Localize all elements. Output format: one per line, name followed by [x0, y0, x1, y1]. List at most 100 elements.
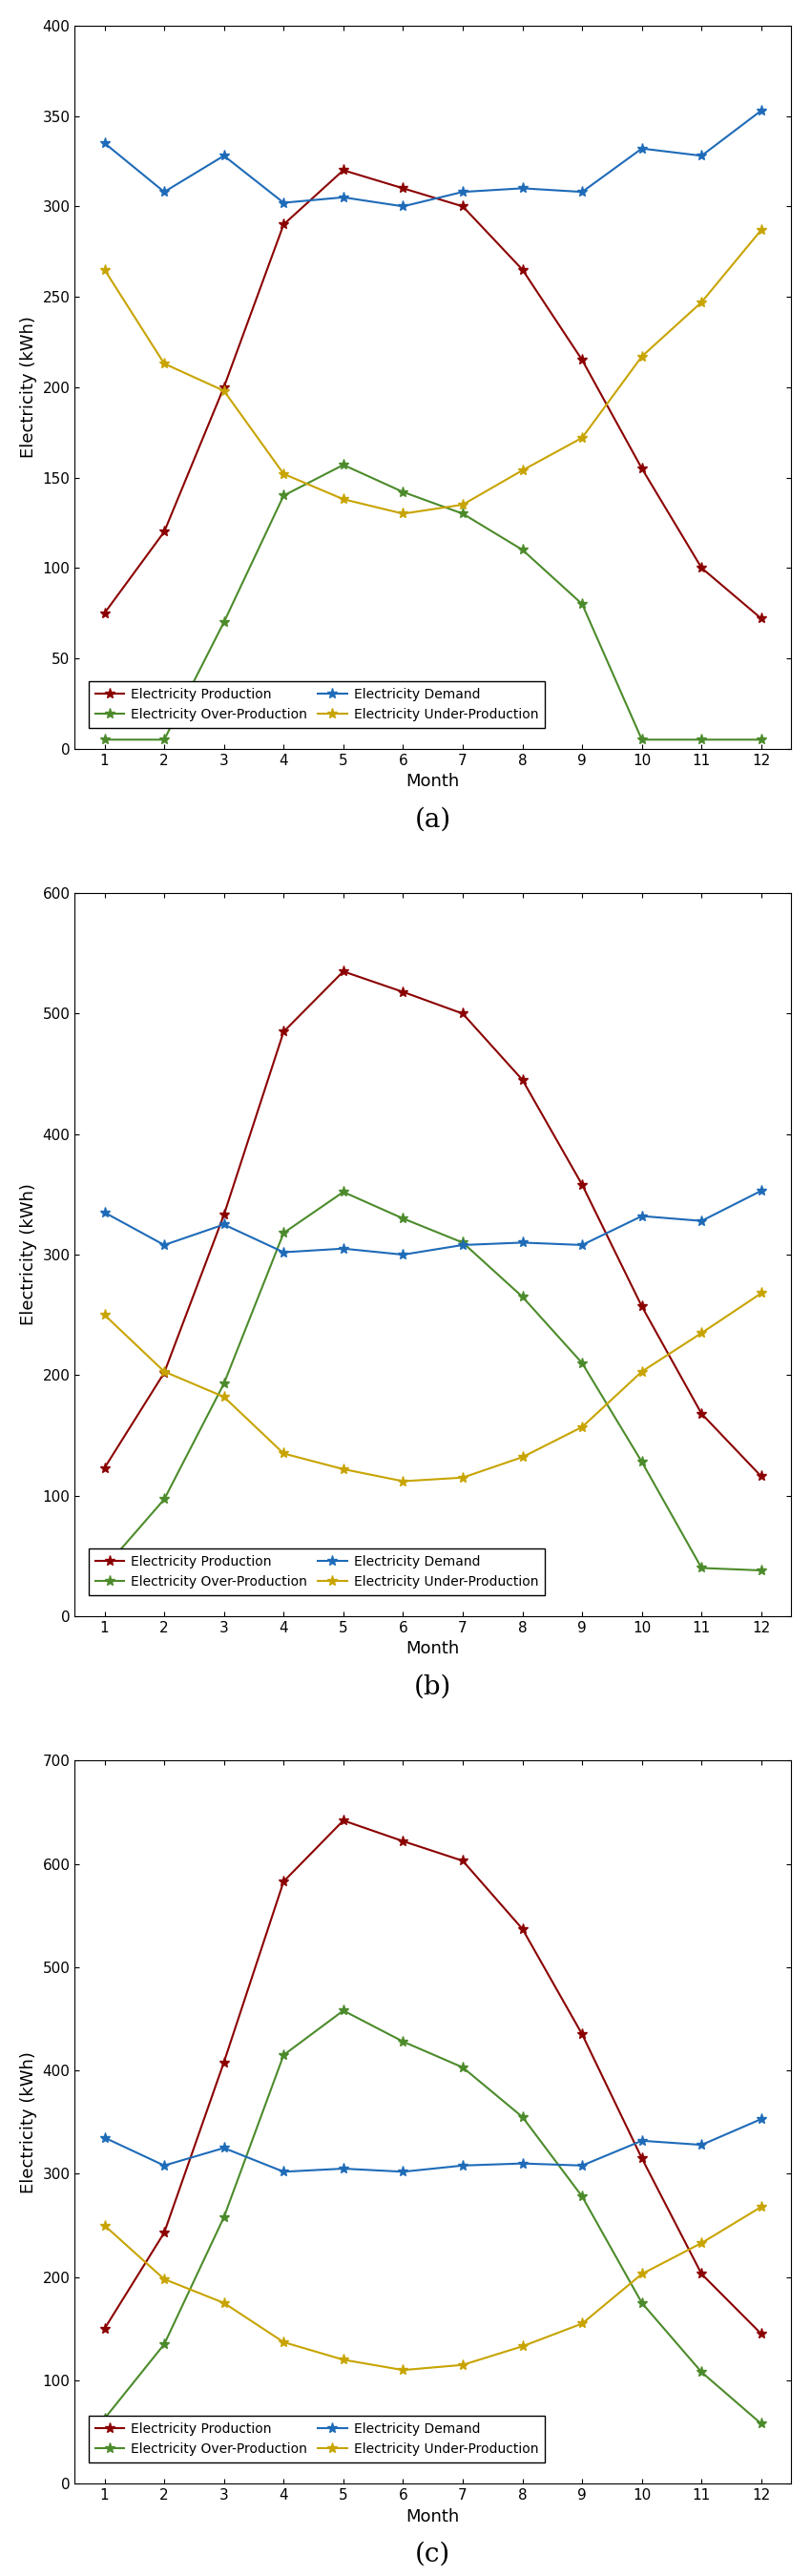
Electricity Over-Production: [517, 533, 527, 564]
Electricity Demand: [517, 1226, 527, 1257]
Line: Electricity Production: Electricity Production: [99, 1816, 766, 2339]
Electricity Production: [637, 1291, 646, 1321]
Electricity Over-Production: [697, 1553, 706, 1584]
Electricity Over-Production: [100, 1553, 109, 1584]
Electricity Production: [338, 1806, 348, 1837]
Electricity Under-Production: [637, 2259, 646, 2290]
Electricity Demand: [100, 129, 109, 160]
Electricity Over-Production: [398, 1203, 408, 1234]
Electricity Over-Production: [279, 479, 289, 510]
Electricity Under-Production: [279, 2326, 289, 2357]
Electricity Over-Production: [338, 448, 348, 479]
Electricity Demand: [458, 175, 468, 206]
Electricity Demand: [517, 2148, 527, 2179]
Electricity Production: [100, 1453, 109, 1484]
Electricity Production: [279, 1865, 289, 1896]
Electricity Demand: [637, 2125, 646, 2156]
Electricity Production: [398, 1826, 408, 1857]
Electricity Production: [338, 155, 348, 185]
Line: Electricity Over-Production: Electricity Over-Production: [99, 2004, 766, 2429]
Electricity Production: [517, 255, 527, 286]
Electricity Production: [398, 976, 408, 1007]
Legend: Electricity Production, Electricity Over-Production, Electricity Demand, Electri: Electricity Production, Electricity Over…: [88, 2416, 545, 2463]
Electricity Over-Production: [279, 1218, 289, 1249]
Electricity Production: [100, 2313, 109, 2344]
Electricity Over-Production: [757, 2409, 766, 2439]
Electricity Over-Production: [219, 608, 229, 639]
Electricity Under-Production: [338, 2344, 348, 2375]
Line: Electricity Production: Electricity Production: [99, 165, 766, 623]
Electricity Under-Production: [697, 1316, 706, 1347]
Electricity Under-Production: [517, 1443, 527, 1473]
Electricity Demand: [398, 2156, 408, 2187]
Electricity Demand: [697, 2130, 706, 2161]
Electricity Over-Production: [637, 1448, 646, 1479]
Line: Electricity Over-Production: Electricity Over-Production: [99, 459, 766, 744]
Text: (c): (c): [415, 2543, 451, 2568]
Electricity Over-Production: [757, 1556, 766, 1587]
Electricity Production: [219, 1200, 229, 1231]
Electricity Under-Production: [517, 456, 527, 487]
Electricity Under-Production: [398, 1466, 408, 1497]
Electricity Demand: [279, 188, 289, 219]
Electricity Under-Production: [458, 2349, 468, 2380]
Electricity Under-Production: [757, 2192, 766, 2223]
X-axis label: Month: Month: [406, 1641, 460, 1656]
Electricity Demand: [637, 1200, 646, 1231]
Electricity Under-Production: [577, 2308, 587, 2339]
Electricity Over-Production: [398, 477, 408, 507]
Electricity Under-Production: [757, 214, 766, 245]
Electricity Production: [338, 956, 348, 987]
Electricity Demand: [697, 1206, 706, 1236]
Electricity Under-Production: [697, 2228, 706, 2259]
Electricity Under-Production: [517, 2331, 527, 2362]
Electricity Under-Production: [697, 286, 706, 317]
Electricity Over-Production: [637, 724, 646, 755]
Electricity Over-Production: [159, 1484, 169, 1515]
Electricity Production: [100, 598, 109, 629]
Line: Electricity Demand: Electricity Demand: [99, 1185, 766, 1260]
Electricity Production: [279, 1018, 289, 1048]
Electricity Production: [757, 1461, 766, 1492]
Electricity Under-Production: [637, 1355, 646, 1386]
Electricity Demand: [577, 175, 587, 206]
Text: (b): (b): [414, 1674, 452, 1700]
Legend: Electricity Production, Electricity Over-Production, Electricity Demand, Electri: Electricity Production, Electricity Over…: [88, 1548, 545, 1595]
Electricity Under-Production: [458, 489, 468, 520]
Electricity Under-Production: [398, 497, 408, 528]
Electricity Under-Production: [577, 422, 587, 453]
Electricity Production: [458, 1844, 468, 1875]
Electricity Production: [398, 173, 408, 204]
Electricity Over-Production: [577, 2182, 587, 2213]
Electricity Under-Production: [279, 1437, 289, 1468]
Line: Electricity Production: Electricity Production: [99, 966, 766, 1481]
Electricity Over-Production: [159, 724, 169, 755]
Electricity Over-Production: [100, 724, 109, 755]
Electricity Over-Production: [159, 2329, 169, 2360]
Electricity Demand: [219, 2133, 229, 2164]
Electricity Production: [757, 2318, 766, 2349]
Electricity Over-Production: [458, 1226, 468, 1257]
Electricity Production: [697, 551, 706, 582]
Y-axis label: Electricity (kWh): Electricity (kWh): [20, 317, 37, 459]
Electricity Demand: [100, 2123, 109, 2154]
Electricity Over-Production: [458, 2053, 468, 2084]
Electricity Demand: [219, 139, 229, 170]
Electricity Demand: [697, 139, 706, 170]
Electricity Demand: [159, 175, 169, 206]
Electricity Production: [637, 453, 646, 484]
Electricity Demand: [219, 1208, 229, 1239]
X-axis label: Month: Month: [406, 773, 460, 791]
Electricity Over-Production: [697, 2357, 706, 2388]
Line: Electricity Under-Production: Electricity Under-Production: [99, 224, 766, 518]
Electricity Demand: [398, 191, 408, 222]
Line: Electricity Demand: Electricity Demand: [99, 2115, 766, 2177]
Electricity Demand: [338, 2154, 348, 2184]
Electricity Production: [577, 1170, 587, 1200]
Electricity Under-Production: [338, 484, 348, 515]
Electricity Production: [637, 2143, 646, 2174]
Electricity Over-Production: [398, 2027, 408, 2058]
Electricity Production: [697, 2259, 706, 2290]
Electricity Demand: [100, 1198, 109, 1229]
Electricity Under-Production: [219, 1381, 229, 1412]
